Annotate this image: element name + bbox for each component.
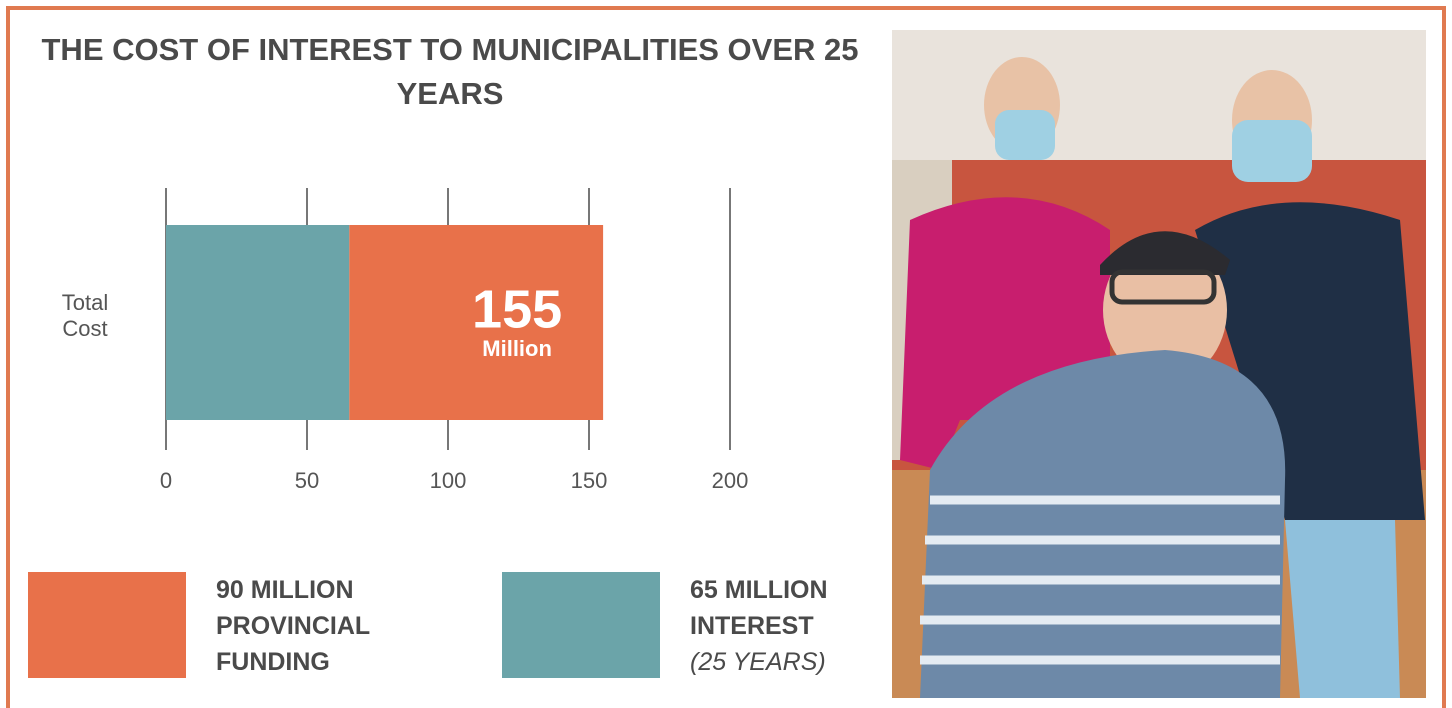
x-tick-label: 50 <box>295 468 319 493</box>
legend-name: 65 MILLION INTEREST <box>690 576 828 640</box>
legend-label: 65 MILLION INTEREST (25 YEARS) <box>690 572 880 680</box>
legend-note: (25 YEARS) <box>690 644 880 680</box>
total-label: 155 <box>472 279 562 339</box>
photo <box>892 30 1426 698</box>
x-tick-label: 150 <box>571 468 608 493</box>
legend-swatch <box>28 572 186 678</box>
x-tick-label: 100 <box>430 468 467 493</box>
total-unit: Million <box>482 336 552 361</box>
bar-segment <box>166 225 349 420</box>
x-tick-label: 200 <box>712 468 749 493</box>
legend-label: 90 MILLION PROVINCIAL FUNDING <box>216 572 406 680</box>
category-label: Total Cost <box>40 290 130 342</box>
legend-swatch <box>502 572 660 678</box>
chart-title: THE COST OF INTEREST TO MUNICIPALITIES O… <box>30 28 870 116</box>
page: 0 50 100 150 200 155Million THE COST OF INTER… <box>0 0 1452 708</box>
legend-name: 90 MILLION PROVINCIAL FUNDING <box>216 576 370 676</box>
x-tick-label: 0 <box>160 468 172 493</box>
